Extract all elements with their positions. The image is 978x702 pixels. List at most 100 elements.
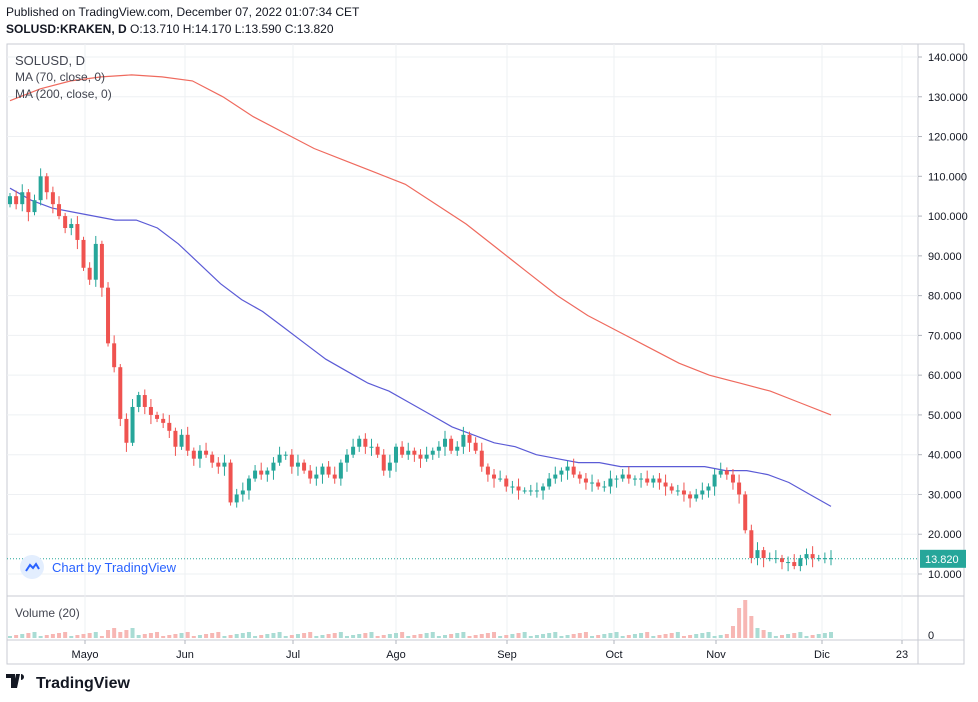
volume-bar [596,635,601,638]
tradingview-footer[interactable]: TradingView [6,674,130,693]
candle-body [461,434,466,447]
volume-bar [743,600,748,638]
candle-body [681,490,686,495]
candle-body [357,438,362,447]
candle-body [473,442,478,451]
volume-bar [136,635,141,638]
volume-bar [504,635,509,638]
candle-body [93,243,98,280]
candle-body [651,478,656,483]
volume-bar [430,632,435,638]
volume-bar [271,633,276,638]
candle-body [130,406,135,443]
volume-bar [20,634,25,638]
candle-body [436,446,441,451]
volume-bar [99,636,104,638]
volume-bar [608,633,613,638]
candle-body [424,454,429,459]
volume-bar [393,633,398,638]
candle-body [246,478,251,491]
volume-bar [767,632,772,638]
volume-bar [737,608,742,638]
volume-bar [473,635,478,638]
candle-body [528,490,533,492]
candle-body [240,490,245,495]
time-tick-label: Nov [706,649,726,661]
candle-body [204,450,209,455]
candle-body [663,482,668,487]
candle-body [253,470,258,479]
price-tick-label: 10.000 [928,569,962,581]
volume-bar [559,636,564,638]
volume-bar [222,636,227,638]
candle-body [590,482,595,484]
volume-bar [663,634,668,638]
volume-bar [534,635,539,638]
volume-bar [246,632,251,638]
volume-bar [651,636,656,638]
tradingview-logo-icon [6,674,30,693]
volume-bar [804,636,809,638]
watermark-text: Chart by TradingView [52,559,177,575]
candle-body [712,474,717,487]
candle-body [375,446,380,455]
candle-body [749,530,754,559]
candle-body [534,490,539,492]
candle-body [302,462,307,471]
candle-body [173,430,178,447]
candle-body [32,200,37,213]
candle-body [289,454,294,467]
volume-bar [412,635,417,638]
volume-bar [639,633,644,638]
candle-body [393,446,398,463]
candle-body [320,466,325,475]
volume-bar [375,636,380,638]
price-tick-label: 60.000 [928,370,962,382]
candle-body [295,462,300,467]
candle-body [761,550,766,559]
candle-body [559,470,564,475]
volume-bar [688,635,693,638]
candle-body [277,454,282,463]
candle-body [142,395,147,407]
candle-body [492,474,497,479]
volume-bar [8,636,12,638]
volume-bar [197,635,202,638]
volume-bar [816,634,821,638]
candle-body [602,486,607,488]
candle-body [810,554,815,559]
volume-bar [38,636,43,638]
candle-body [645,478,650,483]
candle-body [381,454,386,471]
tradingview-watermark[interactable]: Chart by TradingView [20,555,176,579]
candle-body [467,434,472,443]
volume-bar [645,632,650,638]
candle-body [632,478,637,480]
volume-bar [455,633,460,638]
ma70-line [9,187,832,507]
volume-bar [124,630,129,638]
volume-bar [363,633,368,638]
candle-body [155,414,160,419]
volume-bar [590,636,595,638]
candle-body [148,406,153,415]
candle-body [626,474,631,479]
volume-bar [822,633,827,638]
volume-bar [700,633,705,638]
candle-body [565,466,570,471]
candle-body [804,554,809,559]
volume-bar [50,634,55,638]
volume-bar [191,636,196,638]
volume-bar [406,636,411,638]
volume-bar [479,634,484,638]
price-tick-label: 20.000 [928,529,962,541]
volume-bar [418,634,423,638]
candle-body [571,466,576,475]
volume-bar [112,628,117,638]
candle-body [755,550,760,559]
volume-bar [338,632,343,638]
volume-bar [210,633,215,638]
volume-label: Volume (20) [15,606,80,620]
volume-bar [547,633,552,638]
